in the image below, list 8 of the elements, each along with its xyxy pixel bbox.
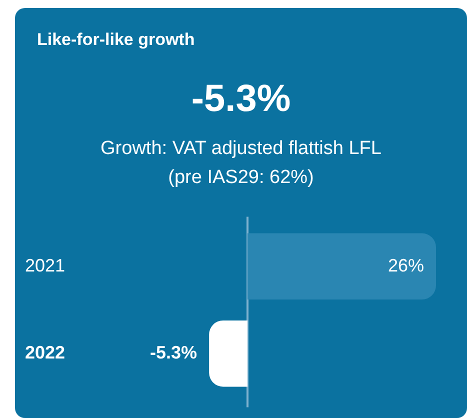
y-tick-label: 2022 <box>25 342 66 363</box>
data-label: 26% <box>388 255 424 276</box>
text: (pre IAS29: 62%) <box>167 166 315 190</box>
text: Growth: VAT adjusted flattish LFL <box>100 137 382 161</box>
chart-subtitle: -5.3% <box>190 78 292 121</box>
y-tick-label: 2021 <box>25 255 66 276</box>
data-label: -5.3% <box>150 342 198 363</box>
chart-title: Like-for-like growth <box>37 30 195 50</box>
